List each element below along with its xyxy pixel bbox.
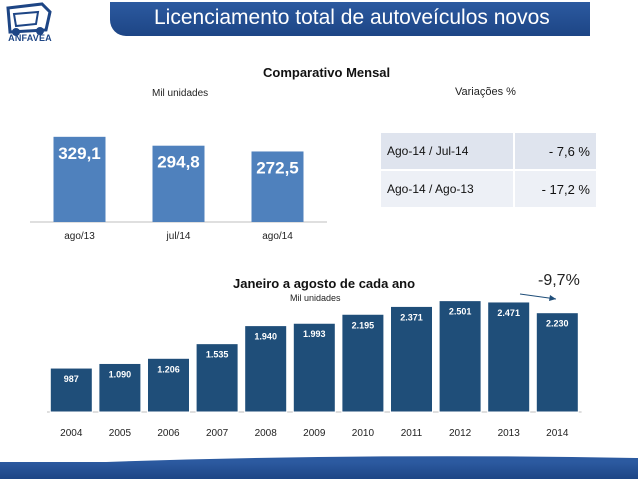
yearly-bar-label: 2.501 (449, 307, 472, 317)
footer-bar (0, 462, 638, 479)
yearly-category-label: 2008 (255, 428, 278, 439)
change-arrow-head-icon (549, 295, 556, 301)
yearly-bar (535, 312, 579, 413)
variation-label: Ago-14 / Ago-13 (381, 170, 515, 207)
variation-label: Ago-14 / Jul-14 (381, 133, 515, 171)
monthly-bar-label: 272,5 (256, 158, 299, 177)
variations-title: Variações % (455, 86, 516, 98)
yearly-category-label: 2009 (303, 428, 326, 439)
yearly-category-label: 2010 (352, 428, 375, 439)
yearly-bar-label: 1.940 (254, 332, 277, 342)
yearly-bar (390, 305, 433, 413)
yearly-bar-label: 1.090 (109, 369, 132, 379)
header: ANFAVEA Licenciamento total de autoveícu… (0, 0, 638, 43)
yearly-bar-label: 987 (64, 374, 79, 384)
monthly-chart-title: Comparativo Mensal (263, 65, 391, 80)
yearly-bar (98, 362, 142, 413)
yearly-bar-label: 2.471 (497, 308, 520, 318)
monthly-bar (152, 145, 205, 222)
yearly-bar-label: 1.206 (157, 364, 180, 374)
monthly-bar-label: 294,8 (157, 153, 200, 172)
yearly-chart-title: Janeiro a agosto de cada ano (233, 276, 416, 291)
yearly-bar (292, 322, 336, 413)
yearly-bar (195, 343, 239, 413)
yearly-bar-label: 1.535 (206, 350, 229, 360)
monthly-chart-unit: Mil unidades (152, 88, 209, 99)
monthly-category-label: ago/14 (262, 231, 293, 242)
yearly-category-label: 2007 (206, 428, 229, 439)
yearly-category-label: 2005 (109, 428, 132, 439)
logo-text: ANFAVEA (8, 33, 52, 43)
table-row: Ago-14 / Jul-14 - 7,6 % (381, 133, 596, 171)
yearly-category-label: 2014 (546, 428, 569, 439)
monthly-category-label: jul/14 (166, 231, 191, 242)
title-bar (110, 2, 590, 36)
monthly-bar (53, 136, 106, 222)
yearly-bar (147, 357, 190, 413)
yearly-category-label: 2006 (157, 428, 180, 439)
anfavea-logo-icon (6, 2, 52, 36)
yearly-category-label: 2011 (401, 428, 423, 439)
yearly-bar-label: 2.195 (352, 320, 375, 330)
yearly-category-label: 2013 (498, 428, 521, 439)
yearly-bar (244, 325, 288, 413)
variation-value: - 7,6 % (514, 133, 596, 171)
yearly-bar-label: 2.230 (546, 319, 569, 329)
change-annotation: -9,7% (538, 272, 580, 289)
variations-table: Ago-14 / Jul-14 - 7,6 % Ago-14 / Ago-13 … (381, 133, 596, 207)
table-row: Ago-14 / Ago-13 - 17,2 % (381, 170, 596, 207)
monthly-bar-label: 329,1 (58, 144, 101, 163)
variation-value: - 17,2 % (514, 170, 596, 207)
yearly-category-label: 2004 (60, 428, 83, 439)
yearly-bar (49, 367, 93, 413)
yearly-bar-label: 2.371 (400, 312, 423, 322)
yearly-category-label: 2012 (449, 428, 472, 439)
page-title: Licenciamento total de autoveículos novo… (154, 6, 550, 29)
yearly-chart-unit: Mil unidades (290, 293, 341, 303)
monthly-category-label: ago/13 (64, 231, 95, 242)
yearly-bar (487, 301, 531, 413)
monthly-bar (251, 151, 304, 222)
yearly-bar (341, 313, 385, 413)
yearly-bar-label: 1.993 (303, 329, 326, 339)
yearly-bar (438, 300, 482, 413)
